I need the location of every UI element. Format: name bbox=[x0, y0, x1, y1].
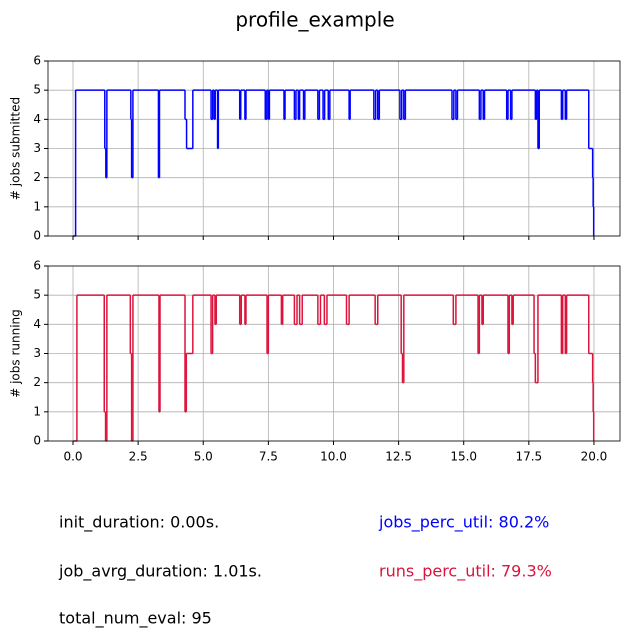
x-tick-label: 5.0 bbox=[194, 450, 213, 464]
y-tick-label: 3 bbox=[33, 346, 41, 360]
y-tick-label: 2 bbox=[33, 170, 41, 184]
y-axis-label: # jobs running bbox=[9, 309, 23, 398]
annotation: job_avrg_duration: 1.01s. bbox=[58, 562, 262, 582]
x-tick-label: 7.5 bbox=[259, 450, 278, 464]
annotation: jobs_perc_util: 80.2% bbox=[378, 513, 549, 533]
y-tick-label: 5 bbox=[33, 288, 41, 302]
axes-frame bbox=[47, 60, 621, 237]
y-tick-label: 4 bbox=[33, 112, 41, 126]
y-tick-label: 1 bbox=[33, 404, 41, 418]
y-tick-label: 6 bbox=[33, 54, 41, 68]
x-tick-label: 15.0 bbox=[450, 450, 477, 464]
y-tick-label: 4 bbox=[33, 317, 41, 331]
axes-frame bbox=[47, 265, 621, 442]
y-tick-label: 5 bbox=[33, 83, 41, 97]
x-tick-label: 12.5 bbox=[385, 450, 412, 464]
y-tick-label: 3 bbox=[33, 141, 41, 155]
y-tick-label: 0 bbox=[33, 229, 41, 243]
y-tick-label: 2 bbox=[33, 375, 41, 389]
x-tick-label: 20.0 bbox=[581, 450, 608, 464]
annotation: runs_perc_util: 79.3% bbox=[379, 562, 552, 582]
x-tick-label: 17.5 bbox=[515, 450, 542, 464]
figure-title: profile_example bbox=[235, 8, 394, 32]
y-tick-label: 0 bbox=[33, 434, 41, 448]
y-tick-label: 1 bbox=[33, 199, 41, 213]
y-axis-label: # jobs submitted bbox=[9, 97, 23, 200]
x-tick-label: 0.0 bbox=[63, 450, 82, 464]
x-tick-label: 2.5 bbox=[129, 450, 148, 464]
annotation: total_num_eval: 95 bbox=[59, 609, 212, 629]
x-tick-label: 10.0 bbox=[320, 450, 347, 464]
annotation: init_duration: 0.00s. bbox=[59, 513, 219, 533]
y-tick-label: 6 bbox=[33, 259, 41, 273]
